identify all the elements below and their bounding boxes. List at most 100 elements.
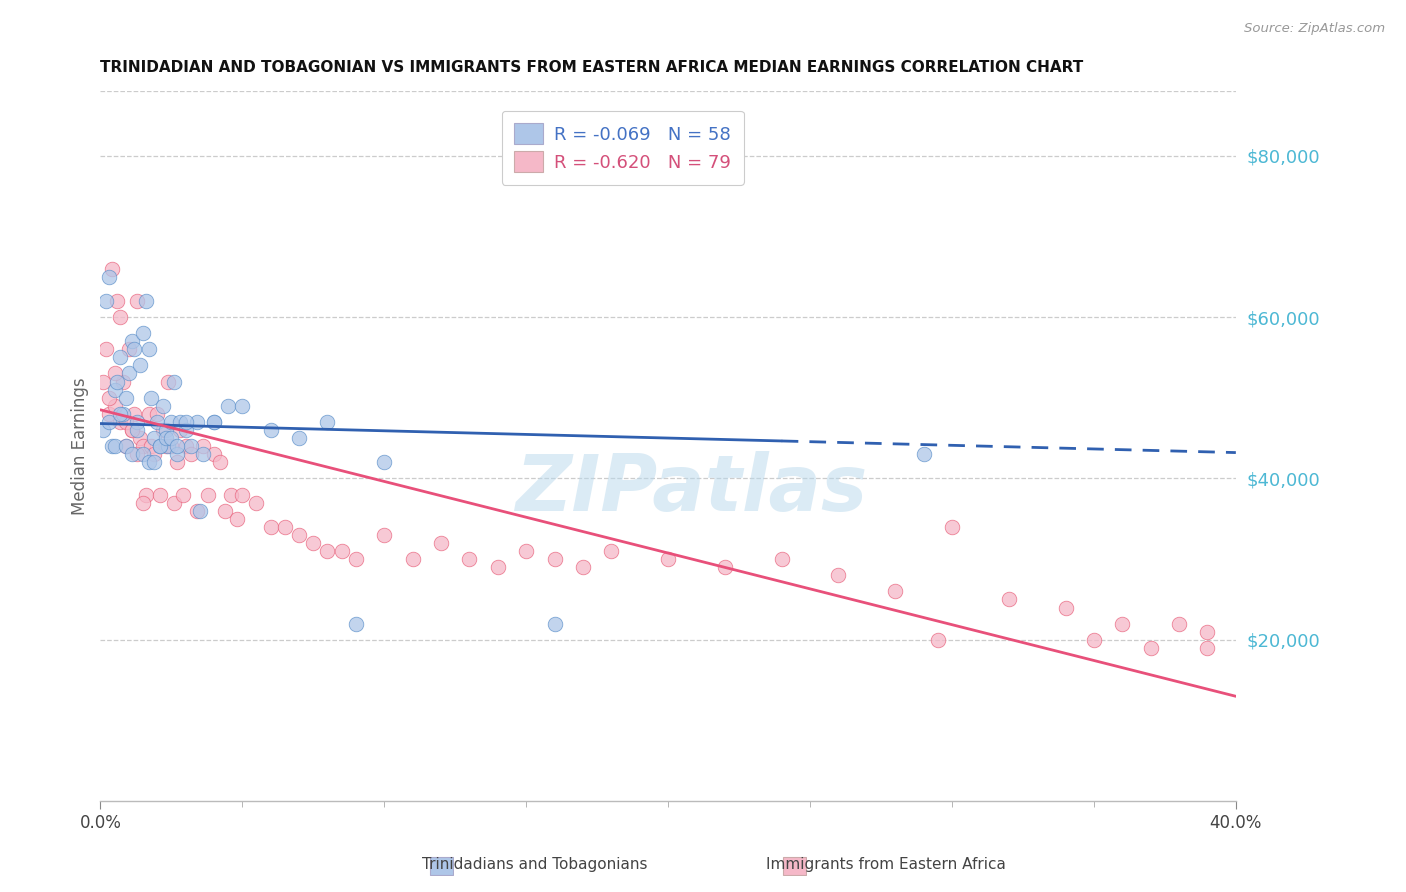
Legend: R = -0.069   N = 58, R = -0.620   N = 79: R = -0.069 N = 58, R = -0.620 N = 79 [502,111,744,185]
Point [146,407,169,421]
Point [127,415,149,429]
Point [997,592,1019,607]
Point [202,415,225,429]
Point [1168,616,1191,631]
Point [430,536,453,550]
Point [166,455,188,469]
Point [110,407,132,421]
Point [288,528,311,542]
Point [1197,640,1219,655]
Point [110,351,132,365]
Point [172,487,194,501]
Point [152,423,174,437]
Point [163,495,186,509]
Point [97,407,120,421]
Point [132,439,155,453]
Point [97,415,120,429]
Point [138,407,160,421]
Point [141,439,163,453]
Point [103,439,125,453]
Point [143,455,166,469]
Point [197,487,219,501]
Point [458,552,481,566]
Text: TRINIDADIAN AND TOBAGONIAN VS IMMIGRANTS FROM EASTERN AFRICA MEDIAN EARNINGS COR: TRINIDADIAN AND TOBAGONIAN VS IMMIGRANTS… [100,60,1084,75]
Point [1054,600,1077,615]
Point [1197,624,1219,639]
Point [543,552,565,566]
Point [132,447,155,461]
Point [302,536,325,550]
Point [129,359,152,373]
Point [217,399,239,413]
Point [135,293,157,308]
Point [115,439,138,453]
Point [149,439,172,453]
Point [155,439,177,453]
Point [169,415,191,429]
Point [486,560,509,574]
Point [127,293,149,308]
Point [186,504,208,518]
Point [927,632,949,647]
Point [124,343,146,357]
Point [160,415,183,429]
Point [121,447,143,461]
Point [166,439,188,453]
Point [141,391,163,405]
Point [186,415,208,429]
Point [91,423,114,437]
Point [105,375,128,389]
Text: Source: ZipAtlas.com: Source: ZipAtlas.com [1244,22,1385,36]
Point [155,423,177,437]
Point [260,423,283,437]
Point [373,455,395,469]
Point [155,431,177,445]
Point [166,447,188,461]
Point [202,447,225,461]
Point [401,552,423,566]
Point [127,423,149,437]
Point [1083,632,1105,647]
Point [157,375,180,389]
Point [208,455,231,469]
Point [231,487,253,501]
Point [225,512,247,526]
Point [143,447,166,461]
Point [94,343,117,357]
Point [770,552,793,566]
Point [97,391,120,405]
Point [112,407,135,421]
Point [191,439,214,453]
Point [1111,616,1133,631]
Point [103,367,125,381]
Point [121,423,143,437]
Point [129,431,152,445]
Point [827,568,849,582]
Point [160,431,183,445]
Point [112,375,135,389]
Point [180,447,202,461]
Point [132,326,155,340]
Point [316,415,339,429]
Point [316,544,339,558]
Point [600,544,623,558]
Point [160,439,183,453]
Point [174,415,197,429]
Y-axis label: Median Earnings: Median Earnings [72,377,89,515]
Point [330,544,353,558]
Point [146,415,169,429]
Point [110,415,132,429]
Point [105,293,128,308]
Point [714,560,737,574]
Point [138,455,160,469]
Point [1139,640,1161,655]
Point [515,544,537,558]
Point [103,383,125,397]
Point [231,399,253,413]
Point [143,431,166,445]
Point [169,423,191,437]
Point [121,334,143,349]
Point [152,399,174,413]
Point [103,399,125,413]
Point [138,343,160,357]
